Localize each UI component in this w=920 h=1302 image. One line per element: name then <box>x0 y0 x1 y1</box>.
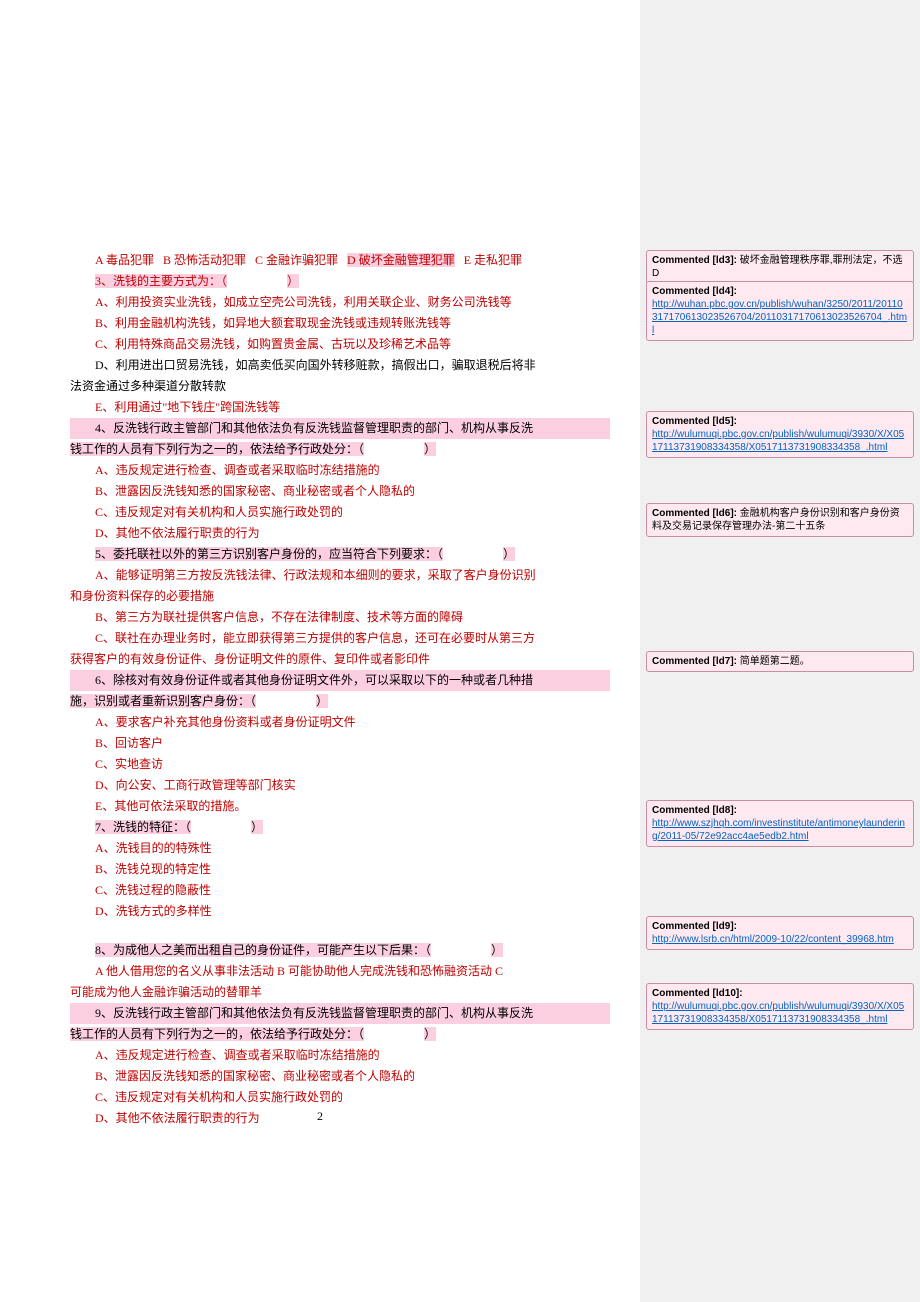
q3-d2: 法资金通过多种渠道分散转款 <box>70 376 610 397</box>
q3-end: ） <box>287 274 299 288</box>
q8-text: 8、为成他人之美而出租自己的身份证件，可能产生以下后果：（ <box>95 943 431 957</box>
q8-opts2: 可能成为他人金融诈骗活动的替罪羊 <box>70 982 610 1003</box>
page-container: A 毒品犯罪 B 恐怖活动犯罪 C 金融诈骗犯罪 D 破坏金融管理犯罪 E 走私… <box>0 0 920 1302</box>
q9-a: A、违反规定进行检查、调查或者采取临时冻结措施的 <box>70 1045 610 1066</box>
comment-label: Commented [ld10]: <box>652 988 743 999</box>
q5: 5、委托联社以外的第三方识别客户身份的，应当符合下列要求：（ ） <box>70 544 610 565</box>
q9-line2: 钱工作的人员有下列行为之一的，依法给予行政处分：（ ） <box>70 1024 610 1045</box>
q4-1: 4、反洗钱行政主管部门和其他依法负有反洗钱监督管理职责的部门、机构从事反洗 <box>70 418 610 439</box>
comment-label: Commented [ld5]: <box>652 416 737 427</box>
q6-c: C、实地查访 <box>70 754 610 775</box>
q3-c: C、利用特殊商品交易洗钱，如购置贵金属、古玩以及珍稀艺术品等 <box>70 334 610 355</box>
comment-ld8: Commented [ld8]: http://www.szjhqh.com/i… <box>646 800 914 847</box>
opt-c: C 金融诈骗犯罪 <box>255 253 338 267</box>
comment-link[interactable]: http://www.lsrb.cn/html/2009-10/22/conte… <box>652 934 894 945</box>
comment-ld3: Commented [ld3]: 破坏金融管理秩序罪,罪刑法定，不选D <box>646 250 914 284</box>
q9-end: ） <box>424 1027 436 1041</box>
comment-link[interactable]: http://www.szjhqh.com/investinstitute/an… <box>652 818 905 842</box>
q7-text: 7、洗钱的特征：（ <box>95 820 191 834</box>
q7-d: D、洗钱方式的多样性 <box>70 901 610 922</box>
q2-options: A 毒品犯罪 B 恐怖活动犯罪 C 金融诈骗犯罪 D 破坏金融管理犯罪 E 走私… <box>70 250 610 271</box>
q7: 7、洗钱的特征：（ ） <box>70 817 610 838</box>
q7-b: B、洗钱兑现的特定性 <box>70 859 610 880</box>
opt-b: B 恐怖活动犯罪 <box>163 253 246 267</box>
q5-text: 5、委托联社以外的第三方识别客户身份的，应当符合下列要求：（ <box>95 547 443 561</box>
spacer <box>70 922 610 940</box>
q9-1: 9、反洗钱行政主管部门和其他依法负有反洗钱监督管理职责的部门、机构从事反洗 <box>70 1003 610 1024</box>
comment-label: Commented [ld4]: <box>652 286 737 297</box>
q6-b: B、回访客户 <box>70 733 610 754</box>
comment-label: Commented [ld3]: <box>652 255 737 266</box>
q3-text: 3、洗钱的主要方式为：（ <box>95 274 227 288</box>
q4-d: D、其他不依法履行职责的行为 <box>70 523 610 544</box>
q9-b: B、泄露因反洗钱知悉的国家秘密、商业秘密或者个人隐私的 <box>70 1066 610 1087</box>
q6-end: ） <box>316 694 328 708</box>
comment-ld5: Commented [ld5]: http://wulumuqi.pbc.gov… <box>646 411 914 458</box>
q6-d: D、向公安、工商行政管理等部门核实 <box>70 775 610 796</box>
q4-line2: 钱工作的人员有下列行为之一的，依法给予行政处分：（ ） <box>70 439 610 460</box>
q7-end: ） <box>251 820 263 834</box>
q4-a: A、违反规定进行检查、调查或者采取临时冻结措施的 <box>70 460 610 481</box>
comment-ld6: Commented [ld6]: 金融机构客户身份识别和客户身份资料及交易记录保… <box>646 503 914 537</box>
q6-e: E、其他可依法采取的措施。 <box>70 796 610 817</box>
comment-link[interactable]: http://wulumuqi.pbc.gov.cn/publish/wulum… <box>652 1001 904 1025</box>
q3-a: A、利用投资实业洗钱，如成立空壳公司洗钱，利用关联企业、财务公司洗钱等 <box>70 292 610 313</box>
comment-ld9: Commented [ld9]: http://www.lsrb.cn/html… <box>646 916 914 950</box>
comment-label: Commented [ld9]: <box>652 921 737 932</box>
document-body: A 毒品犯罪 B 恐怖活动犯罪 C 金融诈骗犯罪 D 破坏金融管理犯罪 E 走私… <box>0 0 640 1302</box>
opt-d: D 破坏金融管理犯罪 <box>347 253 455 267</box>
q6-line2: 施，识别或者重新识别客户身份：（ ） <box>70 691 610 712</box>
comment-ld4: Commented [ld4]: http://wuhan.pbc.gov.cn… <box>646 281 914 341</box>
q5-b: B、第三方为联社提供客户信息，不存在法律制度、技术等方面的障碍 <box>70 607 610 628</box>
opt-a: A 毒品犯罪 <box>95 253 154 267</box>
q8-opts1: A 他人借用您的名义从事非法活动 B 可能协助他人完成洗钱和恐怖融资活动 C <box>70 961 610 982</box>
q5-a1: A、能够证明第三方按反洗钱法律、行政法规和本细则的要求，采取了客户身份识别 <box>70 565 610 586</box>
comment-label: Commented [ld8]: <box>652 805 737 816</box>
comments-panel: Commented [ld3]: 破坏金融管理秩序罪,罪刑法定，不选D Comm… <box>640 0 920 1302</box>
q3-b: B、利用金融机构洗钱，如异地大额套取现金洗钱或违规转账洗钱等 <box>70 313 610 334</box>
comment-text: 简单题第二题。 <box>737 656 810 667</box>
opt-e: E 走私犯罪 <box>464 253 522 267</box>
q5-end: ） <box>503 547 515 561</box>
q9-c: C、违反规定对有关机构和人员实施行政处罚的 <box>70 1087 610 1108</box>
q7-c: C、洗钱过程的隐蔽性 <box>70 880 610 901</box>
q3: 3、洗钱的主要方式为：（ ） <box>70 271 610 292</box>
comment-ld10: Commented [ld10]: http://wulumuqi.pbc.go… <box>646 983 914 1030</box>
q4-2: 钱工作的人员有下列行为之一的，依法给予行政处分：（ <box>70 442 364 456</box>
q8-end: ） <box>491 943 503 957</box>
q6-1: 6、除核对有效身份证件或者其他身份证明文件外，可以采取以下的一种或者几种措 <box>70 670 610 691</box>
comment-label: Commented [ld7]: <box>652 656 737 667</box>
q3-e: E、利用通过"地下钱庄"跨国洗钱等 <box>70 397 610 418</box>
q5-c1: C、联社在办理业务时，能立即获得第三方提供的客户信息，还可在必要时从第三方 <box>70 628 610 649</box>
comment-ld7: Commented [ld7]: 简单题第二题。 <box>646 651 914 672</box>
q4-end: ） <box>424 442 436 456</box>
page-number: 2 <box>0 1106 640 1127</box>
q8: 8、为成他人之美而出租自己的身份证件，可能产生以下后果：（ ） <box>70 940 610 961</box>
q9-2: 钱工作的人员有下列行为之一的，依法给予行政处分：（ <box>70 1027 364 1041</box>
q7-a: A、洗钱目的的特殊性 <box>70 838 610 859</box>
q3-d1: D、利用进出口贸易洗钱，如高卖低买向国外转移赃款，搞假出口，骗取退税后将非 <box>70 355 610 376</box>
q4-b: B、泄露因反洗钱知悉的国家秘密、商业秘密或者个人隐私的 <box>70 481 610 502</box>
q6-a: A、要求客户补充其他身份资料或者身份证明文件 <box>70 712 610 733</box>
comment-label: Commented [ld6]: <box>652 508 737 519</box>
q4-c: C、违反规定对有关机构和人员实施行政处罚的 <box>70 502 610 523</box>
q5-c2: 获得客户的有效身份证件、身份证明文件的原件、复印件或者影印件 <box>70 649 610 670</box>
comment-link[interactable]: http://wulumuqi.pbc.gov.cn/publish/wulum… <box>652 429 904 453</box>
q5-a2: 和身份资料保存的必要措施 <box>70 586 610 607</box>
q6-2: 施，识别或者重新识别客户身份：（ <box>70 694 256 708</box>
comment-link[interactable]: http://wuhan.pbc.gov.cn/publish/wuhan/32… <box>652 299 907 336</box>
